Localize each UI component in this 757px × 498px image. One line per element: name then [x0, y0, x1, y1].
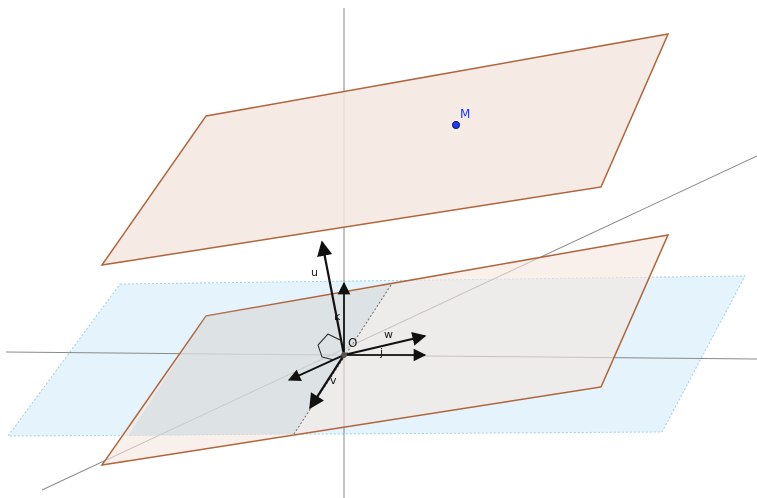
label-m: M — [460, 107, 470, 121]
label-j: j — [379, 346, 383, 359]
vector-i — [287, 354, 345, 382]
vector-v — [309, 354, 345, 410]
vector-w — [343, 332, 427, 356]
origin-point — [341, 352, 347, 358]
right-angle-marker-2 — [317, 344, 335, 361]
right-angle-marker — [317, 333, 341, 346]
label-v: v — [330, 374, 337, 387]
label-origin: O — [348, 336, 357, 350]
vector-u — [317, 240, 346, 356]
lower-plane — [100, 234, 670, 467]
label-k: k — [334, 310, 341, 323]
plane-overlap — [128, 285, 391, 436]
label-w: w — [384, 328, 393, 341]
label-u: u — [311, 266, 318, 279]
upper-plane — [100, 33, 670, 267]
point-m — [452, 121, 460, 129]
